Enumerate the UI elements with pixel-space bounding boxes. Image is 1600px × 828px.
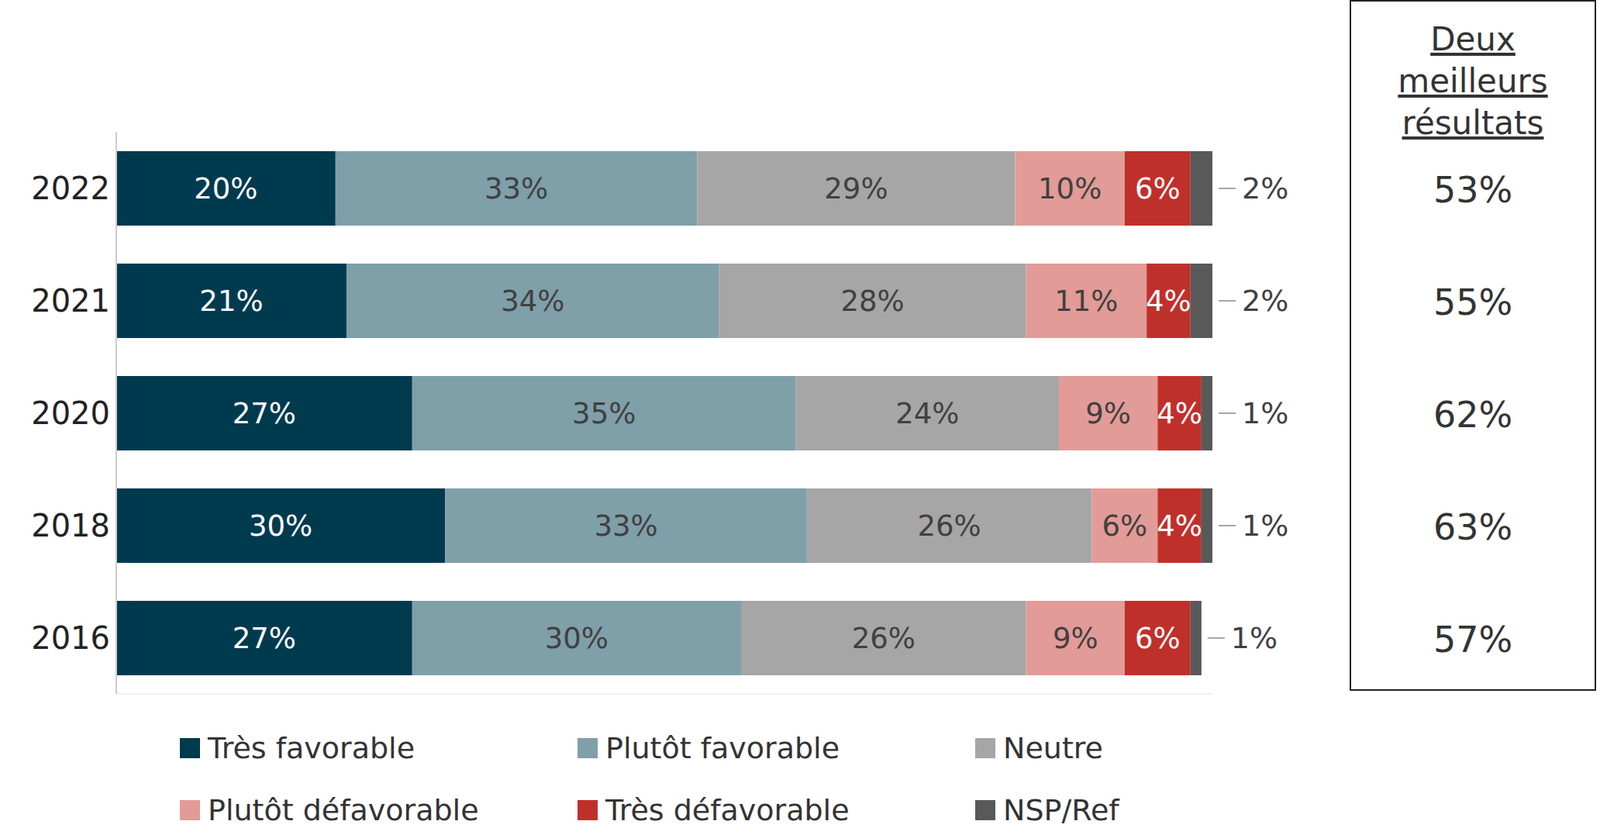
svg-text:6%: 6%	[1134, 172, 1181, 206]
svg-text:4%: 4%	[1156, 396, 1203, 431]
svg-text:4%: 4%	[1156, 509, 1203, 543]
html-text:Plutôt favorable: Plutôt favorable	[605, 731, 840, 766]
svg-text:2%: 2%	[1241, 171, 1289, 206]
svg-text:30%: 30%	[248, 509, 313, 543]
svg-text:34%: 34%	[500, 284, 565, 318]
svg-text:24%: 24%	[895, 396, 959, 431]
html-text:Très favorable: Très favorable	[207, 731, 415, 766]
svg-text:10%: 10%	[1037, 172, 1102, 206]
html-text:53%: 53%	[1433, 168, 1513, 211]
svg-text:1%: 1%	[1241, 396, 1289, 431]
svg-text:27%: 27%	[232, 621, 297, 656]
html-text:Plutôt défavorable: Plutôt défavorable	[207, 793, 479, 828]
svg-text:11%: 11%	[1054, 284, 1118, 318]
svg-text:2021: 2021	[31, 282, 111, 319]
svg-text:26%: 26%	[851, 621, 916, 656]
svg-text:1%: 1%	[1231, 620, 1278, 656]
svg-text:2022: 2022	[31, 170, 111, 207]
svg-text:33%: 33%	[593, 509, 658, 543]
svg-text:26%: 26%	[917, 509, 982, 543]
html-text:57%: 57%	[1433, 618, 1513, 661]
html-text:Neutre: Neutre	[1003, 731, 1104, 766]
html-text:NSP/Ref: NSP/Ref	[1003, 793, 1120, 828]
svg-text:1%: 1%	[1241, 508, 1289, 543]
html-text:62%: 62%	[1433, 393, 1513, 436]
svg-text:33%: 33%	[484, 172, 549, 206]
svg-text:6%: 6%	[1102, 509, 1149, 543]
svg-text:27%: 27%	[232, 396, 297, 431]
svg-text:2020: 2020	[31, 395, 111, 432]
svg-text:9%: 9%	[1052, 621, 1099, 656]
html-text:55%: 55%	[1433, 281, 1513, 323]
svg-text:2016: 2016	[31, 620, 111, 656]
html-text:Très défavorable: Très défavorable	[605, 793, 850, 828]
svg-text:6%: 6%	[1134, 621, 1181, 656]
svg-text:35%: 35%	[572, 396, 636, 431]
svg-text:30%: 30%	[544, 621, 609, 656]
html-text:Deux meilleurs résultats: Deux meilleurs résultats	[1397, 20, 1548, 142]
svg-text:2%: 2%	[1241, 283, 1289, 318]
svg-text:2018: 2018	[31, 507, 111, 544]
svg-text:29%: 29%	[824, 172, 888, 206]
html-text:63%: 63%	[1433, 505, 1513, 548]
svg-text:4%: 4%	[1145, 284, 1192, 318]
svg-text:21%: 21%	[199, 284, 263, 318]
svg-text:9%: 9%	[1085, 396, 1132, 431]
svg-text:20%: 20%	[193, 172, 258, 206]
svg-text:28%: 28%	[841, 284, 905, 318]
